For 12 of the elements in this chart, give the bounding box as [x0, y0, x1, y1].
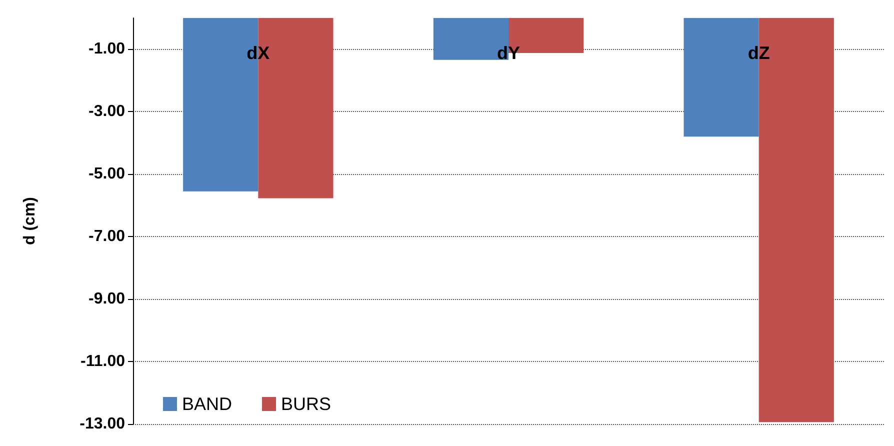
legend-label: BAND — [182, 394, 232, 414]
y-tick-label: -9.00 — [88, 290, 126, 308]
y-tick-label: -11.00 — [80, 353, 126, 370]
x-tick-label: dY — [496, 43, 520, 63]
y-tick-label: -5.00 — [88, 166, 126, 183]
y-tick-label: -1.00 — [88, 40, 126, 58]
legend-label: BURS — [281, 394, 332, 414]
x-tick-label: dZ — [748, 43, 770, 63]
y-tick-label: -3.00 — [88, 103, 126, 120]
y-axis-title: d (cm) — [22, 197, 38, 245]
y-tick-label: -7.00 — [88, 228, 126, 246]
y-tick-label: -13.00 — [80, 416, 126, 432]
